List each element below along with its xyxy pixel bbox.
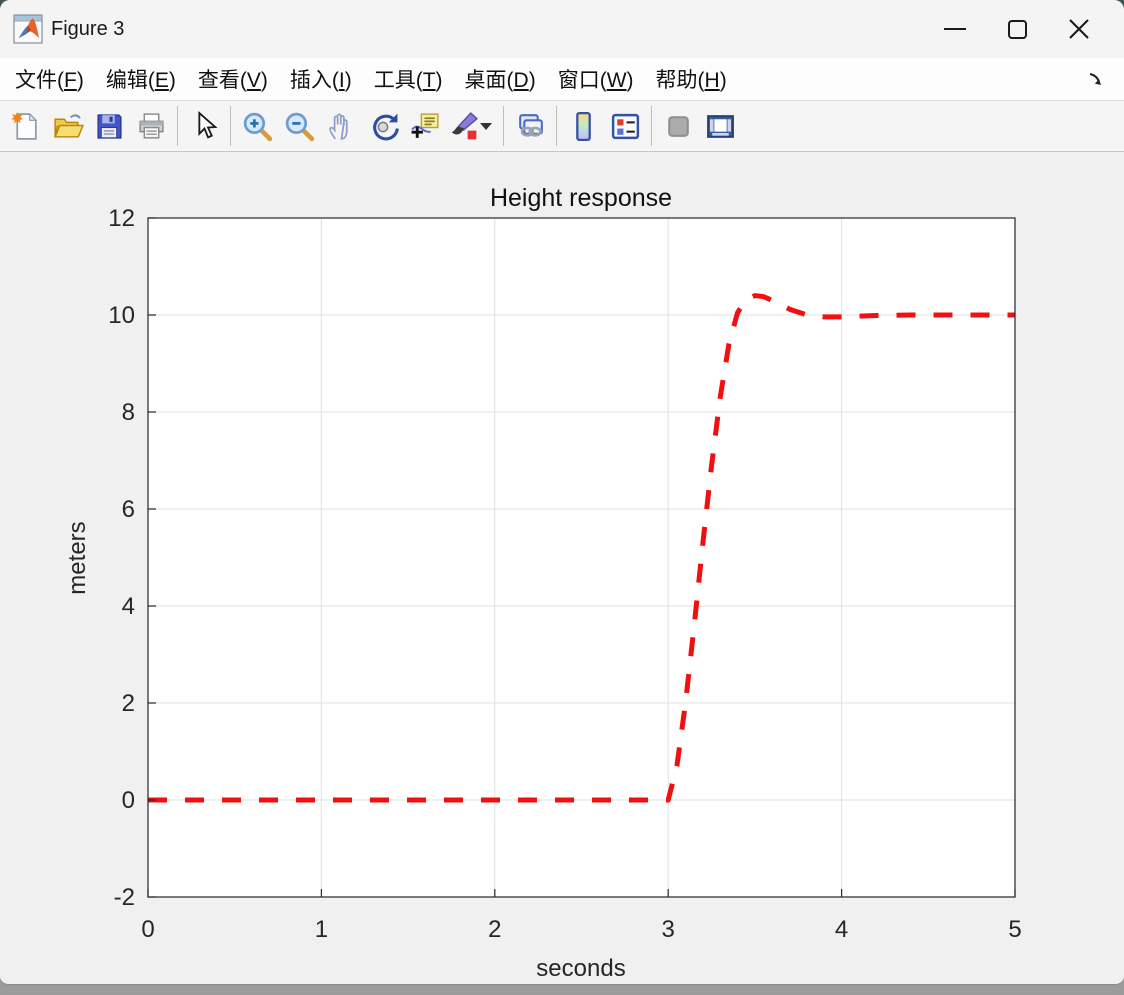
y-tick-label: 0 (122, 787, 135, 814)
colorbar-icon (575, 111, 591, 141)
rotate-3d-button[interactable] (362, 105, 404, 147)
figure-canvas: 0 1 2 3 4 5 -2 0 2 4 6 8 10 12 Height response second… (0, 152, 1124, 985)
zoom-in-button[interactable] (236, 105, 278, 147)
rotate-3d-icon (372, 113, 399, 140)
y-tick-label: 6 (122, 496, 135, 523)
x-tick-label: 4 (835, 916, 848, 943)
data-cursor-button[interactable] (404, 105, 446, 147)
insert-colorbar-button[interactable] (562, 105, 604, 147)
x-tick-label: 3 (662, 916, 675, 943)
chart-title: Height response (490, 184, 672, 212)
toolbar-separator (556, 106, 557, 146)
open-folder-icon (53, 113, 84, 138)
y-tick-label: 4 (122, 593, 135, 620)
pan-hand-icon (328, 112, 348, 140)
y-tick-label: 10 (108, 302, 135, 329)
menu-item-window[interactable]: 窗口(W) (557, 69, 634, 92)
menu-item-view[interactable]: 查看(V) (197, 69, 268, 92)
matlab-figure-icon (13, 14, 43, 44)
x-tick-label: 2 (488, 916, 501, 943)
maximize-button[interactable] (986, 4, 1048, 54)
menu-item-tools[interactable]: 工具(T) (373, 69, 443, 92)
plot-area[interactable] (148, 218, 1015, 897)
menu-item-file[interactable]: 文件(F) (15, 69, 84, 92)
pan-button[interactable] (320, 105, 362, 147)
zoom-in-icon (243, 112, 272, 141)
dock-figure-button[interactable] (1084, 67, 1108, 91)
figure-toolbar (0, 101, 1124, 152)
show-plot-tools-icon (706, 114, 734, 138)
y-tick-label: 12 (108, 205, 135, 232)
menu-item-edit[interactable]: 编辑(E) (105, 69, 176, 92)
close-icon (1069, 19, 1089, 39)
y-tick-label: 2 (122, 690, 135, 717)
new-figure-icon (10, 111, 37, 140)
x-tick-label: 0 (141, 916, 154, 943)
toolbar-separator (177, 106, 178, 146)
new-figure-button[interactable] (4, 105, 46, 147)
menu-item-desktop[interactable]: 桌面(D) (464, 69, 536, 92)
print-figure-button[interactable] (130, 105, 172, 147)
toolbar-separator (503, 106, 504, 146)
minimize-icon (944, 28, 966, 30)
toolbar-separator (230, 106, 231, 146)
minimize-button[interactable] (924, 4, 986, 54)
save-floppy-icon (96, 113, 122, 139)
x-tick-label: 1 (315, 916, 328, 943)
maximize-icon (1007, 19, 1027, 39)
zoom-out-icon (285, 112, 314, 141)
brush-dropdown-caret[interactable] (480, 122, 492, 130)
x-tick-label: 5 (1008, 916, 1021, 943)
window-title: Figure 3 (51, 17, 125, 40)
brush-icon (451, 111, 478, 139)
y-tick-label: 8 (122, 399, 135, 426)
save-figure-button[interactable] (88, 105, 130, 147)
link-plot-icon (518, 113, 543, 137)
link-plot-button[interactable] (509, 105, 551, 147)
show-plot-tools-dock-button[interactable] (699, 105, 741, 147)
open-file-button[interactable] (46, 105, 88, 147)
menu-item-insert[interactable]: 插入(I) (289, 69, 352, 92)
zoom-out-button[interactable] (278, 105, 320, 147)
hide-plot-tools-button[interactable] (657, 105, 699, 147)
axes-box (147, 217, 1016, 898)
brush-data-button[interactable] (446, 105, 480, 147)
y-tick-label: -2 (114, 884, 135, 911)
data-cursor-icon (410, 112, 439, 138)
dock-figure-arrow-icon (1089, 73, 1101, 85)
edit-plot-pointer-button[interactable] (183, 105, 225, 147)
menu-bar: 文件(F) 编辑(E) 查看(V) 插入(I) 工具(T) 桌面(D) 窗口(W) 帮助(H) (0, 58, 1124, 101)
toolbar-separator (651, 106, 652, 146)
titlebar[interactable]: Figure 3 (0, 0, 1124, 58)
insert-legend-button[interactable] (604, 105, 646, 147)
series-line-height-response (148, 293, 1015, 803)
hide-plot-tools-icon (667, 115, 689, 137)
x-axis-label: seconds (536, 955, 625, 982)
printer-icon (138, 112, 164, 139)
y-axis-label: meters (64, 521, 91, 594)
close-button[interactable] (1048, 4, 1110, 54)
legend-icon (611, 113, 639, 139)
pointer-arrow-icon (197, 110, 218, 139)
menu-item-help[interactable]: 帮助(H) (655, 69, 727, 92)
